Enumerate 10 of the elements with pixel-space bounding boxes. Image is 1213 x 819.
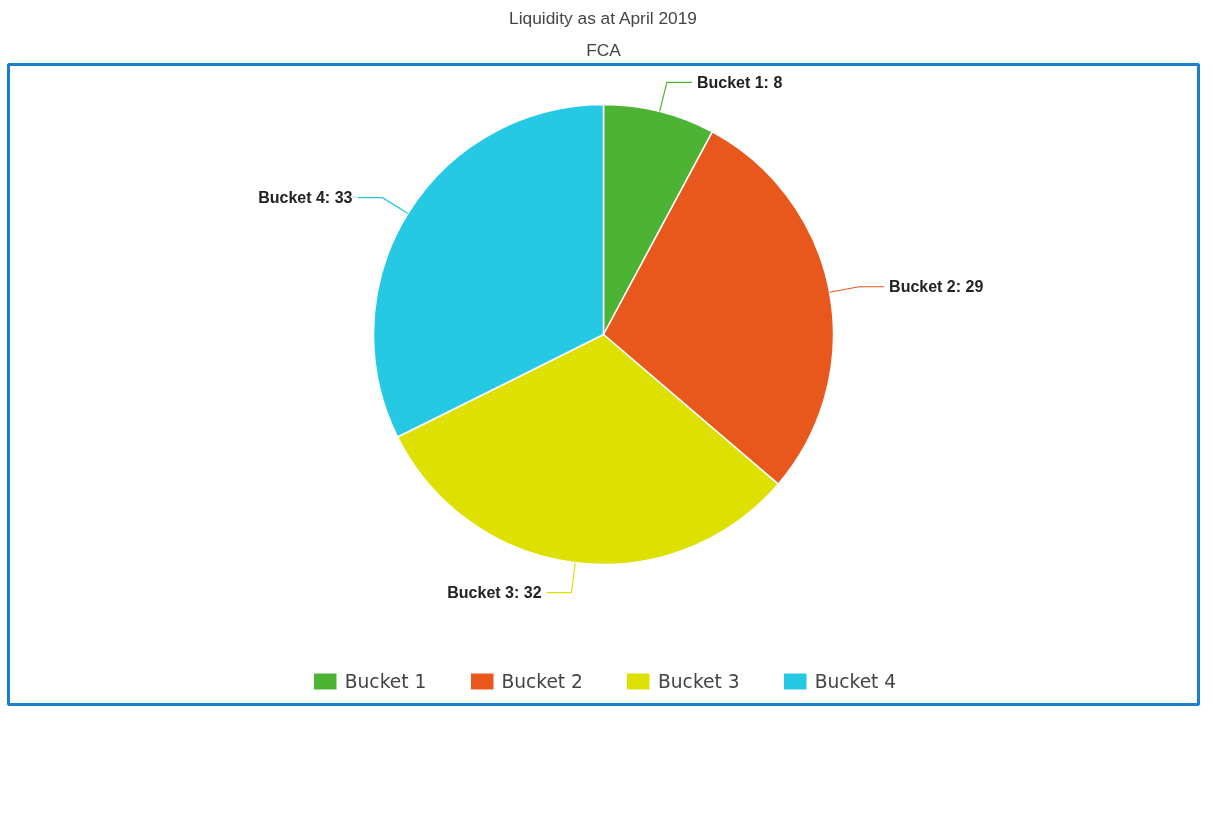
chart-subtitle: FCA <box>586 39 622 60</box>
legend-label: Bucket 2 <box>501 670 583 692</box>
data-label: Bucket 1: 8 <box>696 73 783 91</box>
data-label: Bucket 3: 32 <box>447 584 542 602</box>
legend-label: Bucket 3 <box>658 670 740 692</box>
data-label: Bucket 2: 29 <box>889 278 984 296</box>
chart-title: Liquidity as at April 2019 <box>509 7 697 28</box>
legend-label: Bucket 4 <box>814 670 897 692</box>
legend-label: Bucket 1 <box>344 670 427 692</box>
data-label: Bucket 4: 33 <box>258 189 353 207</box>
